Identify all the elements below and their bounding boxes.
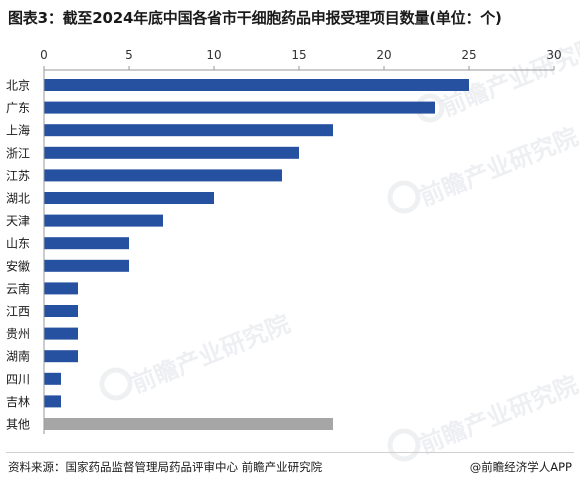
watermark-text-1: 前瞻产业研究院 bbox=[416, 123, 580, 212]
bar-14 bbox=[44, 372, 61, 385]
category-label: 安徽 bbox=[6, 258, 30, 273]
x-tick-label: 0 bbox=[40, 48, 48, 62]
watermark-logo-icon bbox=[387, 180, 421, 214]
watermark-logo-icon bbox=[387, 428, 421, 462]
watermark-group: 前瞻产业研究院 前瞻产业研究院 前瞻产业研究院 前瞻产业研究院 bbox=[99, 33, 580, 462]
x-tick-label: 25 bbox=[461, 48, 476, 62]
bar-1 bbox=[44, 79, 469, 91]
source-note: 资料来源：国家药品监督管理局药品评审中心 前瞻产业研究院 bbox=[8, 460, 323, 474]
bar-7 bbox=[44, 214, 163, 227]
bar-9 bbox=[44, 259, 129, 272]
category-label: 云南 bbox=[6, 281, 30, 296]
bar-3 bbox=[44, 124, 333, 137]
bar-5 bbox=[44, 169, 282, 182]
category-label: 湖北 bbox=[6, 191, 30, 206]
category-label: 天津 bbox=[6, 214, 30, 228]
x-axis: 0 5 10 15 20 25 30 bbox=[40, 48, 562, 434]
bar-16 bbox=[44, 418, 333, 430]
category-label: 北京 bbox=[6, 79, 30, 93]
category-label: 江苏 bbox=[6, 169, 30, 183]
bars bbox=[44, 79, 469, 430]
x-tick-label: 30 bbox=[546, 48, 561, 62]
bar-12 bbox=[44, 327, 78, 340]
category-label: 浙江 bbox=[6, 146, 30, 160]
credit-note: @前瞻经济学人APP bbox=[469, 460, 572, 474]
footer-divider bbox=[6, 452, 574, 453]
watermark-text-2: 前瞻产业研究院 bbox=[128, 310, 294, 399]
bar-2 bbox=[44, 101, 435, 114]
bar-8 bbox=[44, 237, 129, 250]
category-label: 四川 bbox=[6, 372, 30, 386]
bar-15 bbox=[44, 395, 61, 408]
bar-6 bbox=[44, 192, 214, 204]
x-tick-label: 20 bbox=[376, 48, 391, 62]
category-label: 其他 bbox=[6, 418, 30, 432]
bar-10 bbox=[44, 282, 78, 295]
category-label: 吉林 bbox=[6, 395, 30, 409]
category-label: 广东 bbox=[6, 101, 30, 115]
category-label: 湖南 bbox=[6, 349, 30, 364]
category-label: 贵州 bbox=[6, 327, 30, 341]
x-tick-label: 5 bbox=[125, 48, 133, 62]
bar-4 bbox=[44, 146, 299, 159]
watermark-text-4: 前瞻产业研究院 bbox=[438, 33, 580, 122]
bar-13 bbox=[44, 350, 78, 363]
bar-11 bbox=[44, 305, 78, 317]
x-tick-label: 10 bbox=[206, 48, 221, 62]
category-label: 江西 bbox=[6, 305, 30, 319]
watermark-text-3: 前瞻产业研究院 bbox=[416, 371, 580, 460]
chart-title: 图表3：截至2024年底中国各省市干细胞药品申报受理项目数量(单位：个) bbox=[8, 9, 502, 27]
category-label: 山东 bbox=[6, 237, 30, 251]
category-label: 上海 bbox=[6, 123, 30, 138]
watermark-logo-icon bbox=[99, 367, 133, 401]
x-tick-label: 15 bbox=[291, 48, 306, 62]
